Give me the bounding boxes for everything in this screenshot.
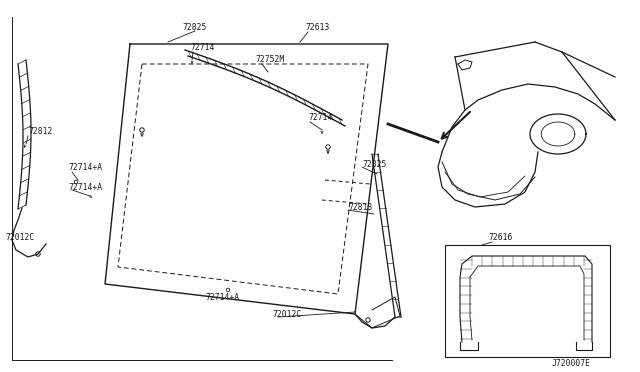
Text: 72012C: 72012C: [272, 310, 301, 319]
Text: 72825: 72825: [362, 160, 387, 169]
Bar: [445, 245, 610, 357]
Text: 72714+A: 72714+A: [68, 163, 102, 172]
Text: J720007E: J720007E: [552, 359, 591, 368]
Text: 72012C: 72012C: [5, 233, 35, 242]
Text: 72714+A: 72714+A: [205, 293, 239, 302]
Text: 72714: 72714: [190, 43, 214, 52]
Text: 72812: 72812: [28, 127, 52, 136]
Text: 72752M: 72752M: [255, 55, 284, 64]
Text: 72616: 72616: [488, 233, 513, 242]
Text: 72714: 72714: [308, 113, 332, 122]
Text: 72813: 72813: [348, 203, 372, 212]
Text: 72613: 72613: [305, 23, 330, 32]
Text: 72714+A: 72714+A: [68, 183, 102, 192]
Text: 72825: 72825: [182, 23, 206, 32]
